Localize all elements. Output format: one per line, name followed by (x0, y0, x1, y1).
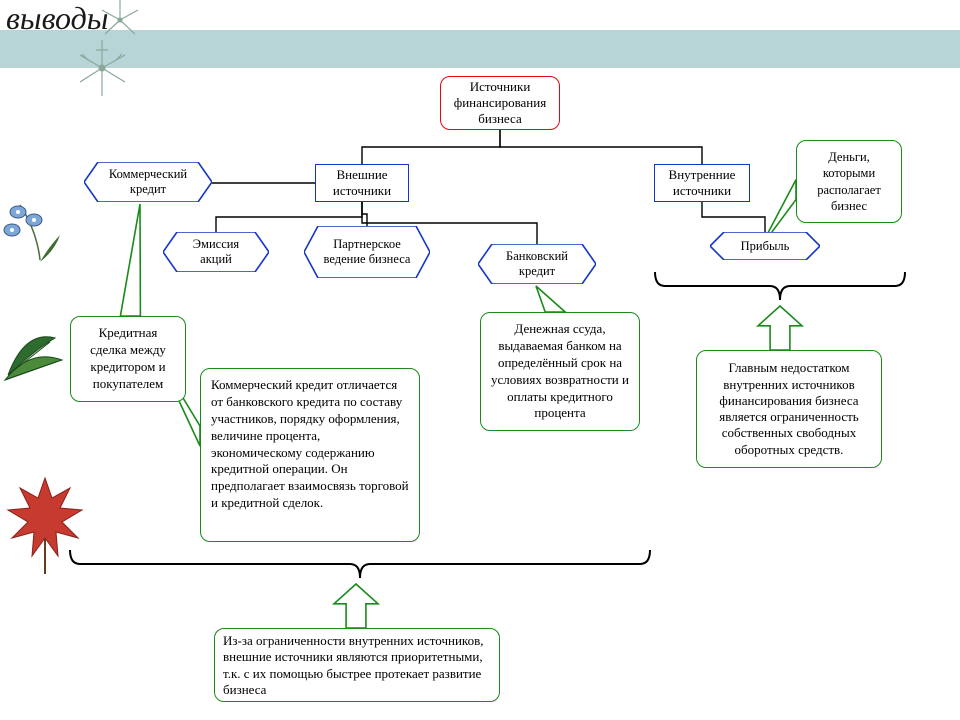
node-emission: Эмиссия акций (163, 232, 269, 272)
node-label: Банковский кредит (478, 244, 596, 284)
node-label: Коммерческий кредит (84, 162, 212, 202)
node-root: Источники финансирования бизнеса (440, 76, 560, 130)
snowflake-ornament-icon (80, 0, 180, 120)
node-external: Внешние источники (315, 164, 409, 202)
node-deal: Кредитная сделка между кредитором и поку… (70, 316, 186, 402)
node-loan: Денежная ссуда, выдаваемая банком на опр… (480, 312, 640, 431)
node-money_has: Деньги, которыми располагает бизнес (796, 140, 902, 223)
leaves-ornament-icon (0, 320, 70, 400)
node-commercial: Коммерческий кредит (84, 162, 212, 202)
node-label: Партнерское ведение бизнеса (304, 226, 430, 278)
maple-leaf-ornament-icon (0, 470, 90, 580)
node-internal: Внутренние источники (654, 164, 750, 202)
node-bottom: Из-за ограниченности внутренних источник… (214, 628, 500, 702)
node-label: Прибыль (710, 232, 820, 260)
node-drawback: Главным недостатком внутренних источнико… (696, 350, 882, 468)
node-bankcredit: Банковский кредит (478, 244, 596, 284)
node-label: Эмиссия акций (163, 232, 269, 272)
node-partnership: Партнерское ведение бизнеса (304, 226, 430, 278)
flower-ornament-icon (0, 190, 80, 280)
node-diff: Коммерческий кредит отличается от банков… (200, 368, 420, 542)
node-profit: Прибыль (710, 232, 820, 260)
